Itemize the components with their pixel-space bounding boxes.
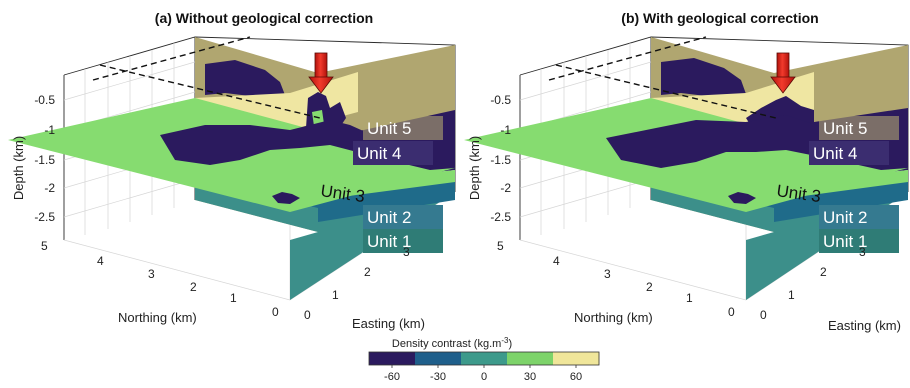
panel-b-unit5-label: Unit 5 xyxy=(823,119,867,138)
panel-b-unit-labels: Unit 5 Unit 4 Unit 3 Unit 2 Unit 1 xyxy=(775,116,899,253)
panel-a-unit2-ew xyxy=(318,182,455,222)
panel-a-red-arrow xyxy=(308,52,334,94)
panel-b-red-arrow xyxy=(770,52,796,94)
panel-b-ytick: 2 xyxy=(646,280,653,294)
panel-a-northing-axis: 5 4 3 2 1 0 Northing (km) xyxy=(41,239,279,325)
panel-a-ytick: 5 xyxy=(41,239,48,253)
panel-b-unit4-label: Unit 4 xyxy=(813,144,857,163)
colorbar-tick-label: 0 xyxy=(481,371,487,383)
panel-b-unit4-blob-north xyxy=(661,58,746,100)
panel-a-depth-label: Depth (km) xyxy=(11,136,26,200)
panel-a-unit-labels: Unit 5 Unit 4 Unit 3 Unit 2 Unit 1 xyxy=(319,116,443,253)
panel-b-ytick: 3 xyxy=(604,267,611,281)
panel-b-ztick: -1 xyxy=(500,123,511,137)
colorbar: Density contrast (kg.m-3) -60 -30 0 30 60 xyxy=(368,336,600,383)
panel-a-ztick: -1 xyxy=(44,123,55,137)
panel-a-ytick: 0 xyxy=(272,305,279,319)
panel-b-northing-label: Northing (km) xyxy=(574,310,653,325)
panel-b-ztick: -2 xyxy=(500,181,511,195)
panel-b-easting-axis: 0 1 2 3 Easting (km) xyxy=(760,245,901,333)
panel-a-ytick: 4 xyxy=(97,254,104,268)
panel-a-unit4-label: Unit 4 xyxy=(357,144,401,163)
panel-a-xtick: 1 xyxy=(332,288,339,302)
panel-a-easting-axis: 0 1 2 3 Easting (km) xyxy=(304,245,425,331)
colorbar-cell xyxy=(415,352,462,365)
panel-a-ztick: -1.5 xyxy=(34,153,55,167)
colorbar-tick-label: 30 xyxy=(524,371,536,383)
panel-a: (a) Without geological correction xyxy=(8,10,456,331)
panel-a-ztick: -2 xyxy=(44,181,55,195)
panel-b-unit2-ew xyxy=(774,182,908,222)
panel-a-northing-label: Northing (km) xyxy=(118,310,197,325)
panel-a-ztick: -2.5 xyxy=(34,210,55,224)
colorbar-cell xyxy=(369,352,416,365)
panel-b-ztick: -2.5 xyxy=(490,210,511,224)
panel-a-ztick: -0.5 xyxy=(34,93,55,107)
panel-b-ytick: 5 xyxy=(497,239,504,253)
panel-b-depth-label: Depth (km) xyxy=(467,136,482,200)
colorbar-cells xyxy=(369,352,600,365)
panel-b-ztick: -0.5 xyxy=(490,93,511,107)
panel-b-easting-label: Easting (km) xyxy=(828,318,901,333)
panel-a-xtick: 3 xyxy=(403,245,410,259)
panel-a-title: (a) Without geological correction xyxy=(155,10,373,26)
panel-a-unit5-label: Unit 5 xyxy=(367,119,411,138)
colorbar-cell xyxy=(553,352,600,365)
panel-a-xtick: 2 xyxy=(364,265,371,279)
panel-a-ytick: 2 xyxy=(190,280,197,294)
panel-b: (b) With geological correction xyxy=(464,10,909,333)
colorbar-tick-label: -60 xyxy=(384,371,400,383)
panel-a-xtick: 0 xyxy=(304,308,311,322)
panel-b-northing-axis: 5 4 3 2 1 0 Northing (km) xyxy=(497,239,735,325)
colorbar-tick-label: 60 xyxy=(570,371,582,383)
panel-b-xtick: 0 xyxy=(760,308,767,322)
panel-b-title: (b) With geological correction xyxy=(621,10,818,26)
panel-a-unit1-label: Unit 1 xyxy=(367,232,411,251)
panel-a-small-blob xyxy=(272,192,300,204)
panel-a-ytick: 1 xyxy=(230,291,237,305)
panel-b-ytick: 1 xyxy=(686,291,693,305)
panel-b-xtick: 1 xyxy=(788,288,795,302)
panel-b-xtick: 3 xyxy=(859,245,866,259)
panel-b-ytick: 0 xyxy=(728,305,735,319)
panel-b-dashed-lines xyxy=(548,36,777,119)
panel-b-ztick: -1.5 xyxy=(490,153,511,167)
panel-b-xtick: 2 xyxy=(820,265,827,279)
panel-a-ytick: 3 xyxy=(148,267,155,281)
panel-b-ytick: 4 xyxy=(553,254,560,268)
panel-b-unit1-label: Unit 1 xyxy=(823,232,867,251)
panel-a-depth-axis: -0.5 -1 -1.5 -2 -2.5 Depth (km) xyxy=(11,93,55,224)
colorbar-cell xyxy=(507,352,554,365)
panel-a-easting-label: Easting (km) xyxy=(352,316,425,331)
panel-a-unit2-label: Unit 2 xyxy=(367,208,411,227)
panel-a-dashed-lines xyxy=(92,36,321,119)
panel-b-depth-axis: -0.5 -1 -1.5 -2 -2.5 Depth (km) xyxy=(467,93,511,224)
panel-b-small-blob xyxy=(728,192,756,204)
colorbar-label: Density contrast (kg.m-3) xyxy=(392,336,512,350)
colorbar-ticks: -60 -30 0 30 60 xyxy=(384,365,582,383)
panel-a-unit4-blob-north xyxy=(205,60,285,100)
colorbar-cell xyxy=(461,352,508,365)
colorbar-tick-label: -30 xyxy=(430,371,446,383)
panel-b-unit2-label: Unit 2 xyxy=(823,208,867,227)
